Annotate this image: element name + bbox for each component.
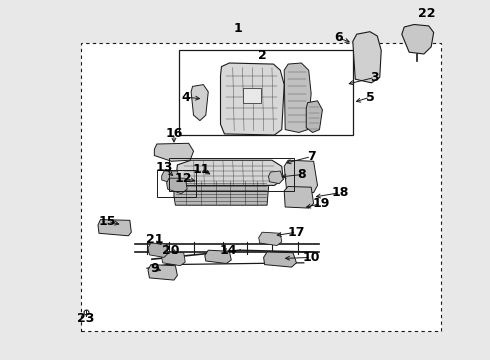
Bar xyxy=(243,88,261,103)
Polygon shape xyxy=(98,220,131,236)
Text: 12: 12 xyxy=(175,172,193,185)
Polygon shape xyxy=(176,160,283,185)
Text: 8: 8 xyxy=(297,168,306,181)
Polygon shape xyxy=(191,85,208,121)
Text: 2: 2 xyxy=(258,49,267,62)
Text: 15: 15 xyxy=(99,215,117,228)
Bar xyxy=(157,170,196,197)
Text: 1: 1 xyxy=(233,22,242,35)
Polygon shape xyxy=(154,143,194,161)
Polygon shape xyxy=(264,252,296,267)
Bar xyxy=(81,43,441,331)
Text: 9: 9 xyxy=(150,262,159,275)
Polygon shape xyxy=(284,186,314,208)
Polygon shape xyxy=(220,63,284,135)
Polygon shape xyxy=(162,171,180,184)
Polygon shape xyxy=(269,171,283,184)
Polygon shape xyxy=(259,232,282,246)
Text: 13: 13 xyxy=(155,161,173,174)
Bar xyxy=(179,50,353,135)
Polygon shape xyxy=(174,180,269,205)
Polygon shape xyxy=(148,243,168,257)
Text: 16: 16 xyxy=(165,127,183,140)
Polygon shape xyxy=(284,160,318,193)
Text: 23: 23 xyxy=(77,312,95,325)
Polygon shape xyxy=(353,32,381,83)
Polygon shape xyxy=(306,101,322,132)
Text: 4: 4 xyxy=(182,91,191,104)
Polygon shape xyxy=(205,250,231,264)
Bar xyxy=(169,158,294,191)
Text: 5: 5 xyxy=(366,91,374,104)
Polygon shape xyxy=(162,252,185,266)
Text: 18: 18 xyxy=(332,186,349,199)
Text: 19: 19 xyxy=(312,197,330,210)
Polygon shape xyxy=(284,63,311,132)
Polygon shape xyxy=(167,178,187,194)
Text: 3: 3 xyxy=(370,71,379,84)
Text: 6: 6 xyxy=(334,31,343,44)
Polygon shape xyxy=(148,265,177,280)
Text: 7: 7 xyxy=(307,150,316,163)
Text: 20: 20 xyxy=(162,244,179,257)
Text: 14: 14 xyxy=(219,244,237,257)
Text: 10: 10 xyxy=(302,251,320,264)
Text: 21: 21 xyxy=(146,233,163,246)
Text: 22: 22 xyxy=(417,7,435,20)
Polygon shape xyxy=(402,24,434,54)
Text: 11: 11 xyxy=(192,163,210,176)
Text: 17: 17 xyxy=(288,226,305,239)
